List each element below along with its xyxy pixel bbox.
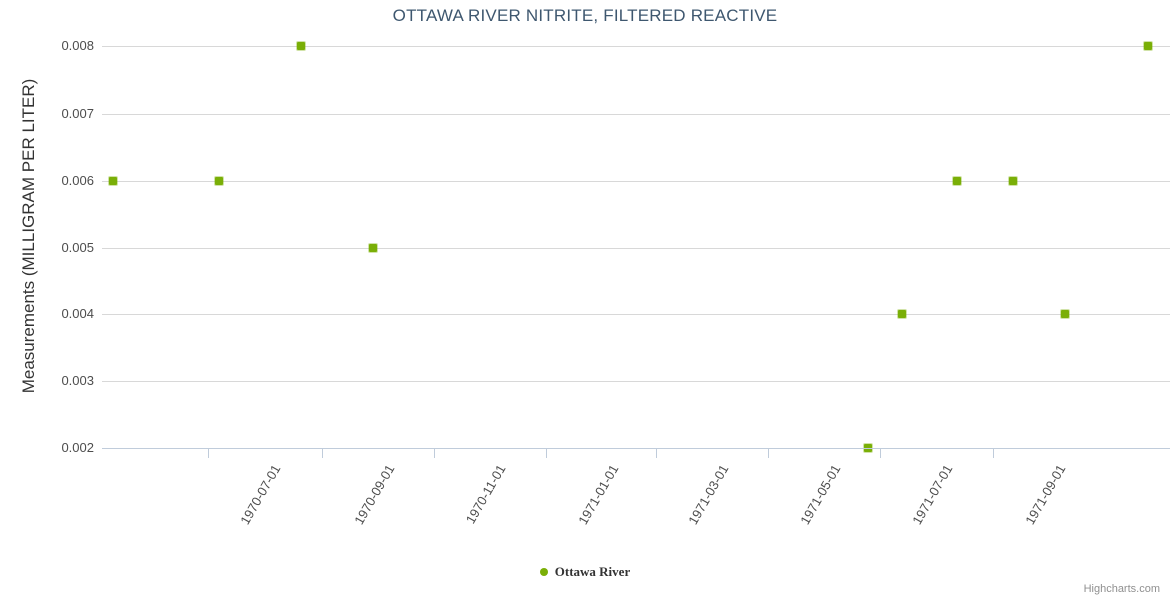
plot-area bbox=[102, 42, 1170, 452]
gridline bbox=[102, 381, 1170, 382]
data-point[interactable] bbox=[898, 310, 906, 318]
legend-item-label: Ottawa River bbox=[554, 564, 631, 579]
legend-item-ottawa-river[interactable]: Ottawa River bbox=[539, 564, 631, 580]
x-axis-tick-label: 1971-01-01 bbox=[575, 462, 622, 528]
x-axis-tick-mark bbox=[546, 449, 547, 458]
data-point[interactable] bbox=[369, 244, 377, 252]
gridline bbox=[102, 248, 1170, 249]
data-point[interactable] bbox=[215, 177, 223, 185]
gridline bbox=[102, 114, 1170, 115]
x-axis-tick-label: 1971-09-01 bbox=[1022, 462, 1069, 528]
x-axis-tick-label: 1971-07-01 bbox=[909, 462, 956, 528]
chart-legend: Ottawa River bbox=[0, 563, 1170, 581]
gridline bbox=[102, 46, 1170, 47]
data-point[interactable] bbox=[1009, 177, 1017, 185]
x-axis-tick-mark bbox=[434, 449, 435, 458]
x-axis-tick-mark bbox=[208, 449, 209, 458]
y-axis-title: Measurements (MILLIGRAM PER LITER) bbox=[19, 78, 38, 394]
x-axis-tick-mark bbox=[322, 449, 323, 458]
x-axis-tick-mark bbox=[880, 449, 881, 458]
x-axis-line bbox=[102, 448, 1170, 449]
data-point[interactable] bbox=[1061, 310, 1069, 318]
x-axis-tick-mark bbox=[993, 449, 994, 458]
chart-title: OTTAWA RIVER NITRITE, FILTERED REACTIVE bbox=[392, 6, 778, 25]
gridline bbox=[102, 314, 1170, 315]
x-axis-tick-label: 1971-03-01 bbox=[685, 462, 732, 528]
x-axis-tick-mark bbox=[768, 449, 769, 458]
x-axis-tick-mark bbox=[656, 449, 657, 458]
x-axis-tick-label: 1970-09-01 bbox=[351, 462, 398, 528]
highcharts-credit[interactable]: Highcharts.com bbox=[1083, 583, 1160, 595]
data-point[interactable] bbox=[297, 42, 305, 50]
x-axis-tick-label: 1970-07-01 bbox=[237, 462, 284, 528]
legend-marker-icon bbox=[539, 568, 548, 576]
data-point[interactable] bbox=[953, 177, 961, 185]
data-point[interactable] bbox=[1144, 42, 1152, 50]
gridline bbox=[102, 181, 1170, 182]
x-axis-tick-label: 1971-05-01 bbox=[797, 462, 844, 528]
data-point[interactable] bbox=[109, 177, 117, 185]
x-axis-tick-label: 1970-11-01 bbox=[462, 462, 509, 527]
